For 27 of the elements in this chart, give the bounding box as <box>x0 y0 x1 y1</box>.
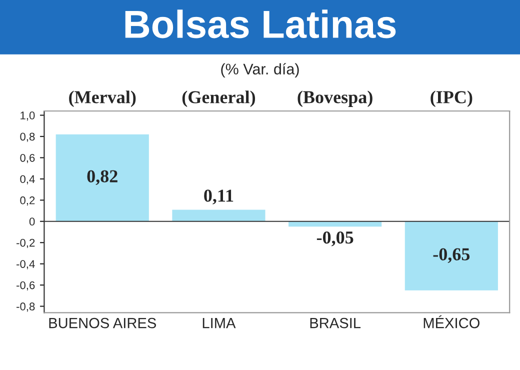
data-label: 0,11 <box>204 190 234 204</box>
data-label: -0,05 <box>316 231 354 246</box>
x-tick-label: LIMA <box>202 318 236 328</box>
chart-subtitle: (% Var. día) <box>221 63 299 78</box>
x-tick-label: BRASIL <box>310 318 361 328</box>
bar <box>404 221 498 290</box>
text: (IPC) <box>430 90 472 107</box>
bar <box>56 134 149 222</box>
text: (Bovespa) <box>298 90 372 107</box>
y-tick-label: -0,4 <box>16 260 35 270</box>
y-tick-label: -0,2 <box>16 238 35 248</box>
y-tick-label: 0,8 <box>20 132 35 142</box>
x-tick-label: BUENOS AIRES <box>49 318 156 328</box>
text: (General) <box>182 90 256 107</box>
y-tick-label: 0,6 <box>20 154 35 164</box>
x-tick-label: MÉXICO <box>424 315 480 328</box>
y-tick-label: 1,0 <box>20 112 35 121</box>
y-tick-label: 0 <box>29 218 35 226</box>
y-tick-label: 0,4 <box>20 175 35 184</box>
chart-title: Bolsas Latinas <box>125 10 396 38</box>
y-tick-label: 0,2 <box>20 196 35 206</box>
text: (Merval) <box>69 90 136 107</box>
data-label: 0,82 <box>87 170 118 185</box>
bar <box>172 210 266 222</box>
y-tick-label: -0,6 <box>16 281 35 291</box>
data-label: -0,65 <box>433 248 470 264</box>
y-tick-label: -0,8 <box>16 302 35 312</box>
